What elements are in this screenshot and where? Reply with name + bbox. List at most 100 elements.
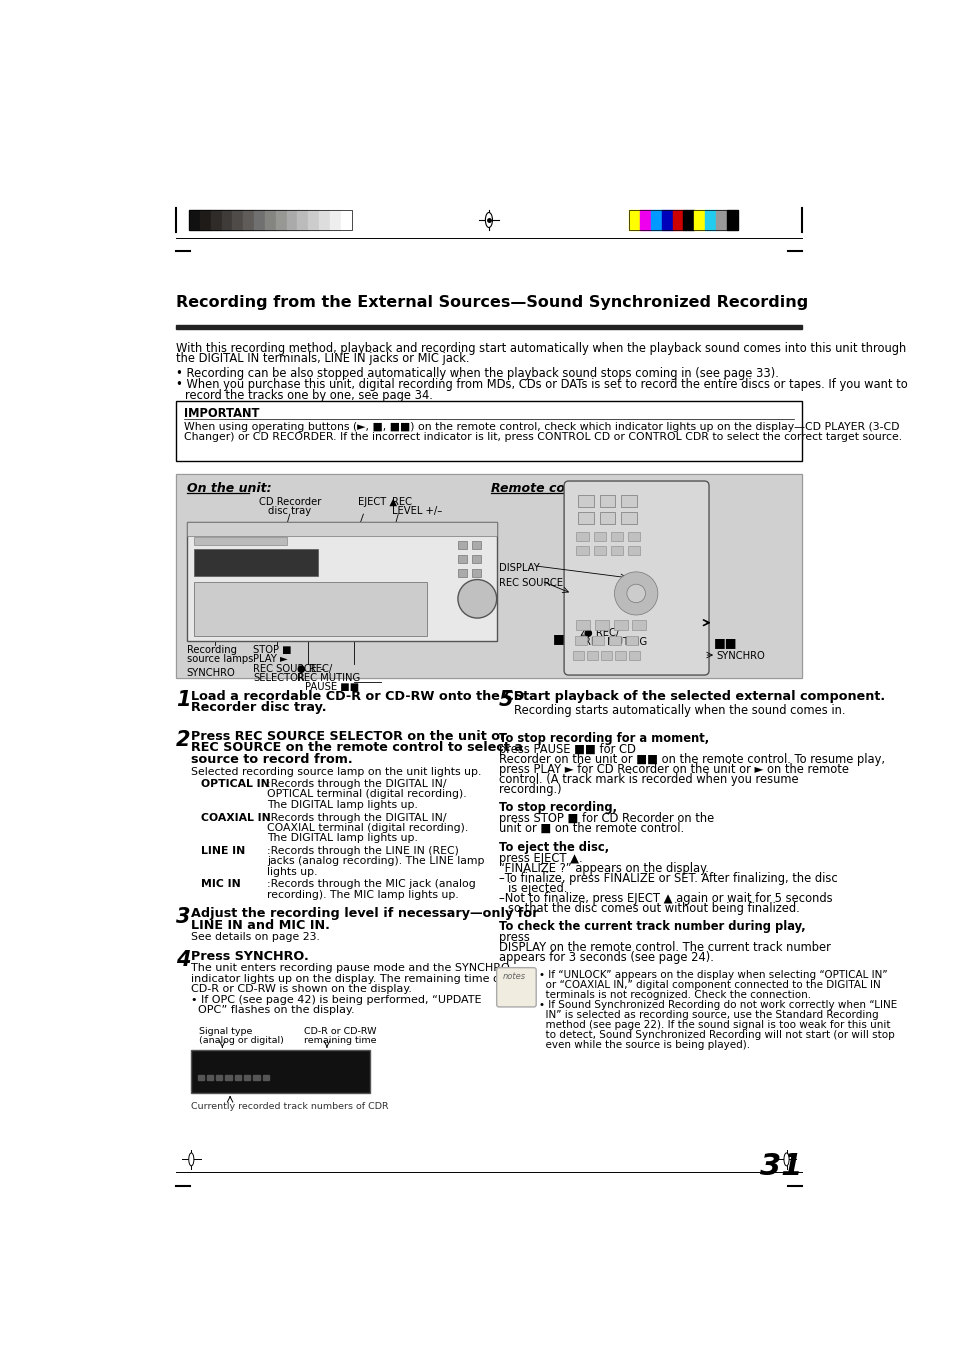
Circle shape (457, 580, 497, 618)
Text: REC SOURCE on the remote control to select a: REC SOURCE on the remote control to sele… (192, 741, 523, 754)
Bar (253, 210, 265, 230)
Text: The DIGITAL lamp lights up.: The DIGITAL lamp lights up. (267, 833, 417, 844)
Text: lights up.: lights up. (267, 867, 317, 877)
Bar (207, 1075, 213, 1080)
Bar (694, 210, 704, 230)
Bar (599, 495, 615, 507)
Text: or “COAXIAL IN,” digital component connected to the DIGITAL IN: or “COAXIAL IN,” digital component conne… (538, 980, 881, 990)
Text: SYNCHRO: SYNCHRO (716, 652, 764, 661)
Text: Selected recording source lamp on the unit lights up.: Selected recording source lamp on the un… (192, 767, 481, 776)
Bar (216, 1075, 222, 1080)
Bar (234, 1075, 241, 1080)
Bar (620, 512, 637, 525)
Bar (262, 1075, 269, 1080)
Text: CDR: CDR (200, 552, 215, 560)
Text: record the tracks one by one, see page 34.: record the tracks one by one, see page 3… (185, 388, 433, 402)
Bar (275, 210, 286, 230)
Text: To eject the disc,: To eject the disc, (498, 841, 608, 854)
Bar (627, 546, 639, 554)
Text: ● REC/: ● REC/ (583, 629, 618, 638)
Bar (599, 512, 615, 525)
Bar (610, 531, 622, 541)
Bar (175, 475, 801, 679)
Text: press: press (498, 930, 529, 944)
Text: OPTICAL terminal (digital recording).: OPTICAL terminal (digital recording). (267, 790, 466, 799)
Text: control. (A track mark is recorded when you resume: control. (A track mark is recorded when … (498, 773, 798, 786)
Bar (175, 402, 801, 461)
Bar (608, 635, 620, 645)
Text: ● REC/: ● REC/ (297, 664, 333, 673)
Text: REM: REM (225, 552, 240, 560)
Text: The DIGITAL lamp lights up.: The DIGITAL lamp lights up. (267, 800, 417, 810)
Text: PLAY ►: PLAY ► (253, 654, 288, 664)
Text: 5: 5 (498, 690, 513, 710)
Text: even while the source is being played).: even while the source is being played). (538, 1040, 750, 1051)
Text: • If OPC (see page 42) is being performed, “UPDATE: • If OPC (see page 42) is being performe… (192, 995, 481, 1005)
Text: Changer) or CD RECORDER. If the incorrect indicator is lit, press CONTROL CD or : Changer) or CD RECORDER. If the incorrec… (183, 431, 901, 442)
Bar (253, 1075, 259, 1080)
Bar (243, 210, 253, 230)
Bar (189, 210, 199, 230)
Text: Recording from the External Sources—Sound Synchronized Recording: Recording from the External Sources—Soun… (175, 295, 807, 310)
Text: source to record from.: source to record from. (192, 753, 353, 765)
Text: –Not to finalize, press EJECT ▲ again or wait for 5 seconds: –Not to finalize, press EJECT ▲ again or… (498, 892, 832, 906)
Bar (592, 635, 604, 645)
Text: Recording starts automatically when the sound comes in.: Recording starts automatically when the … (514, 703, 845, 717)
Text: COAXIAL terminal (digital recording).: COAXIAL terminal (digital recording). (267, 823, 468, 833)
Bar (187, 522, 497, 535)
Bar (233, 210, 243, 230)
Text: • If Sound Synchronized Recording do not work correctly when “LINE: • If Sound Synchronized Recording do not… (538, 1000, 897, 1010)
Bar (726, 210, 737, 230)
Bar (211, 210, 221, 230)
Bar (472, 554, 480, 562)
Text: unit or ■ on the remote control.: unit or ■ on the remote control. (498, 822, 683, 836)
Ellipse shape (485, 212, 492, 227)
Circle shape (626, 584, 645, 603)
Bar (672, 210, 682, 230)
Text: :Records through the DIGITAL IN/: :Records through the DIGITAL IN/ (267, 813, 446, 822)
Text: press EJECT ▲.: press EJECT ▲. (498, 852, 582, 865)
Text: EJECT ▲: EJECT ▲ (357, 498, 396, 507)
Bar (600, 652, 612, 660)
Bar (457, 554, 467, 562)
Bar (330, 210, 340, 230)
Text: REC MUTING: REC MUTING (297, 673, 360, 683)
Text: To stop recording,: To stop recording, (498, 802, 617, 814)
Text: Recording: Recording (187, 645, 236, 654)
Text: Currently recorded track numbers of CDR: Currently recorded track numbers of CDR (192, 1102, 389, 1111)
Text: Recorder disc tray.: Recorder disc tray. (192, 702, 327, 714)
Text: is ejected.: is ejected. (508, 883, 567, 895)
Bar (175, 324, 801, 329)
Bar (682, 210, 694, 230)
Ellipse shape (783, 1153, 788, 1165)
Text: MIC IN: MIC IN (200, 880, 240, 890)
Text: LINE IN: LINE IN (200, 846, 245, 856)
Bar (629, 210, 639, 230)
Bar (194, 537, 287, 545)
Text: OPTICAL IN: OPTICAL IN (200, 779, 269, 790)
Text: press PAUSE ■■ for CD: press PAUSE ■■ for CD (498, 742, 636, 756)
Text: remaining time: remaining time (303, 1036, 375, 1045)
Text: CD-R or CD-RW: CD-R or CD-RW (303, 1028, 375, 1037)
Text: Remote control:: Remote control: (491, 481, 603, 495)
Bar (187, 522, 497, 641)
Text: press STOP ■ for CD Recorder on the: press STOP ■ for CD Recorder on the (498, 813, 714, 825)
Bar (576, 621, 590, 630)
Text: Start playback of the selected external component.: Start playback of the selected external … (514, 690, 884, 703)
Bar (629, 210, 737, 230)
Bar (625, 635, 638, 645)
Bar (308, 210, 319, 230)
Text: Load a recordable CD-R or CD-RW onto the CD: Load a recordable CD-R or CD-RW onto the… (192, 690, 524, 703)
Text: CD-R or CD-RW is shown on the display.: CD-R or CD-RW is shown on the display. (192, 984, 412, 994)
Text: LEVEL +/–: LEVEL +/– (392, 507, 442, 516)
Bar (587, 652, 598, 660)
Text: STOP ■: STOP ■ (253, 645, 292, 654)
Text: Recorder on the unit or ■■ on the remote control. To resume play,: Recorder on the unit or ■■ on the remote… (498, 753, 884, 765)
Text: REC: REC (392, 498, 412, 507)
Text: to detect, Sound Synchronized Recording will not start (or will stop: to detect, Sound Synchronized Recording … (538, 1030, 894, 1040)
Bar (576, 546, 588, 554)
Bar (472, 541, 480, 549)
Bar (595, 621, 608, 630)
Text: method (see page 22). If the sound signal is too weak for this unit: method (see page 22). If the sound signa… (538, 1019, 890, 1030)
Text: :Records through the DIGITAL IN/: :Records through the DIGITAL IN/ (267, 779, 446, 790)
